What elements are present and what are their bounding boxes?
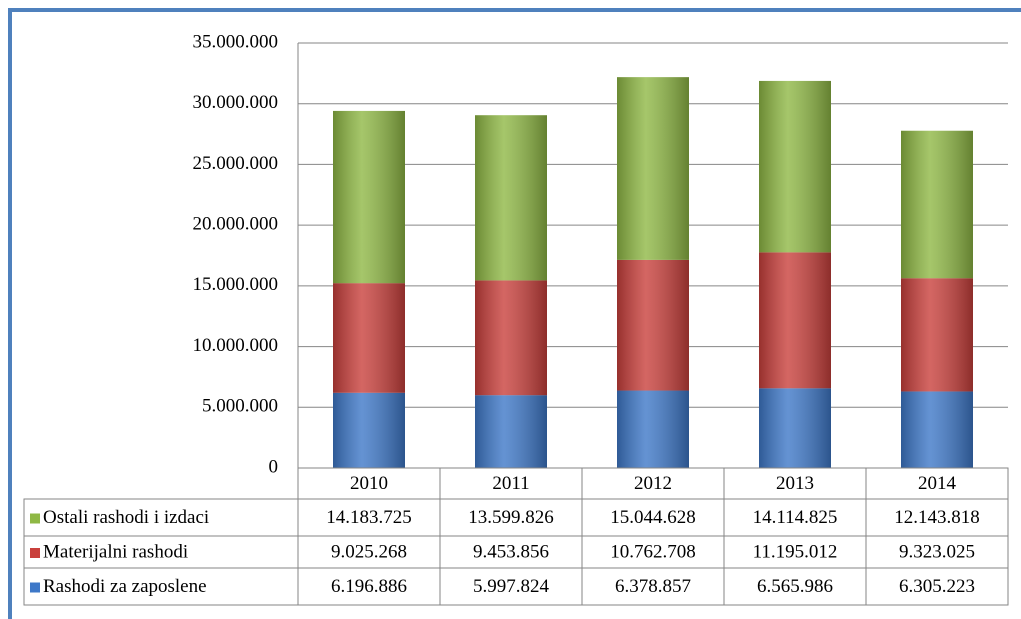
table-value: 13.599.826 [468,507,554,528]
table-value: 6.196.886 [331,576,407,597]
x-tick-label: 2013 [776,473,814,494]
table-value: 6.565.986 [757,576,833,597]
table-value: 15.044.628 [610,507,696,528]
legend-marker [30,513,40,524]
y-tick-label: 15.000.000 [193,274,279,295]
y-tick-label: 5.000.000 [202,396,278,417]
bar-shine [333,283,405,393]
bar-shine [901,391,973,468]
y-tick-label: 35.000.000 [193,31,279,52]
x-tick-label: 2010 [350,473,388,494]
y-tick-label: 25.000.000 [193,153,279,174]
y-tick-label: 0 [269,456,279,477]
bar-shine [475,280,547,396]
table-value: 9.025.268 [331,541,407,562]
legend-label: Rashodi za zaposlene [43,576,207,597]
bar-shine [617,259,689,391]
legend-label: Ostali rashodi i izdaci [43,507,209,528]
table-value: 9.453.856 [473,541,549,562]
table-value: 11.195.012 [753,541,838,562]
table-value: 9.323.025 [899,541,975,562]
y-tick-label: 30.000.000 [193,92,279,113]
bar-shine [617,77,689,260]
bar-shine [901,278,973,392]
bar-shine [759,80,831,253]
legend-label: Materijalni rashodi [43,541,188,562]
legend-marker [30,582,40,593]
bar-shine [475,115,547,281]
bar-shine [617,390,689,468]
bar-shine [333,392,405,468]
bar-shine [333,110,405,284]
table-value: 14.114.825 [753,507,838,528]
table-value: 6.305.223 [899,576,975,597]
x-tick-label: 2011 [492,473,529,494]
bar-shine [901,130,973,279]
x-tick-label: 2012 [634,473,672,494]
bar-shine [475,395,547,468]
x-tick-label: 2014 [918,473,957,494]
table-value: 12.143.818 [894,507,980,528]
bar-shine [759,252,831,389]
table-value: 10.762.708 [610,541,696,562]
bar-shine [759,388,831,468]
table-value: 5.997.824 [473,576,550,597]
y-tick-label: 20.000.000 [193,214,279,235]
table-value: 6.378.857 [615,576,691,597]
table-value: 14.183.725 [326,507,412,528]
legend-marker [30,548,40,558]
y-tick-label: 10.000.000 [193,335,279,356]
